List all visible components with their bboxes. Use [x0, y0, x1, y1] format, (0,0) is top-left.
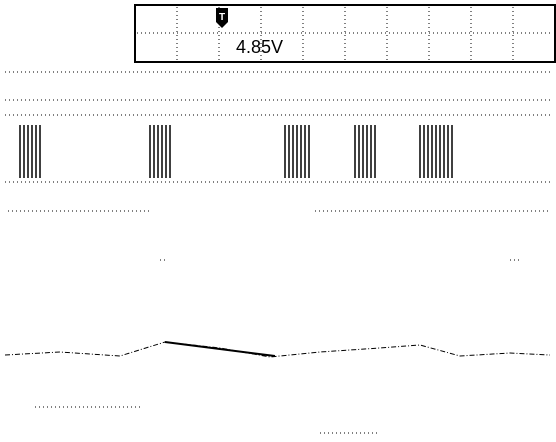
noise-wave [165, 342, 275, 356]
scope-screen: T 4.85V [0, 0, 556, 442]
noise-wave [5, 342, 550, 357]
voltage-readout: 4.85V [236, 37, 283, 57]
trigger-marker: T [219, 12, 225, 23]
screen-noise [5, 72, 552, 433]
